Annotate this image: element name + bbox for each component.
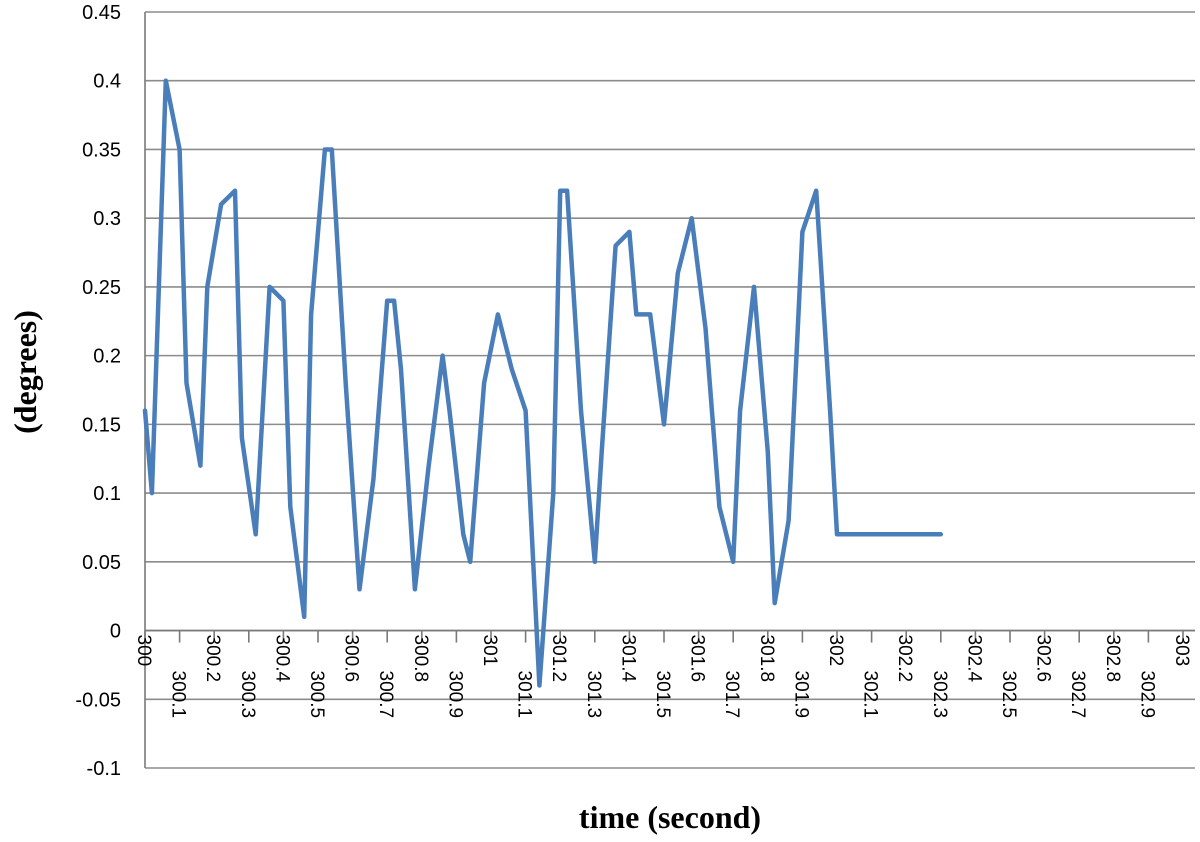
y-tick-label: 0: [110, 621, 121, 643]
x-tick-label: 300.9: [444, 671, 465, 719]
axes: [144, 12, 1195, 768]
x-tick-label: 303: [1171, 635, 1192, 667]
x-tick-label: 302.9: [1136, 671, 1157, 719]
x-tick-labels: 300 300.1 300.2 300.3 300.4 300.5 300.6 300.7 30…: [133, 635, 1192, 719]
y-tick-labels: -0.1 -0.05 0 0.05 0.1 0.15 0.2 0.25 0.3 0.35 0.4 0.…: [75, 2, 121, 780]
x-tick-label: 302.2: [894, 635, 915, 683]
y-tick-label: 0.1: [93, 483, 121, 505]
series-line: [142, 78, 944, 688]
x-tick-label: 301: [479, 635, 500, 667]
y-tick-label: -0.05: [75, 689, 121, 711]
x-tick-label: 301.6: [687, 635, 708, 683]
x-tick-label: 300.2: [202, 635, 223, 683]
x-tick-label: 301.8: [756, 635, 777, 683]
x-tick-label: 302.8: [1102, 635, 1123, 683]
y-axis-label: (degrees): [7, 310, 43, 434]
x-tick-label: 302.4: [963, 635, 984, 683]
y-tick-label: 0.15: [82, 414, 121, 436]
x-tick-label: 301.5: [652, 671, 673, 719]
x-tick-label: 300.3: [237, 671, 258, 719]
x-axis-label: time (second): [579, 799, 761, 835]
y-tick-label: 0.2: [93, 346, 121, 368]
x-tick-label: 300.6: [341, 635, 362, 683]
y-tick-label: -0.1: [87, 758, 121, 780]
x-tick-label: 301.2: [548, 635, 569, 683]
y-tick-label: 0.3: [93, 208, 121, 230]
y-tick-label: 0.35: [82, 139, 121, 161]
x-tick-label: 301.7: [721, 671, 742, 719]
y-tick-label: 0.25: [82, 277, 121, 299]
x-tick-label: 302: [825, 635, 846, 667]
x-tick-label: 300.7: [375, 671, 396, 719]
x-tick-label: 302.3: [929, 671, 950, 719]
x-tick-label: 301.4: [617, 635, 638, 683]
x-tick-label: 300: [133, 635, 154, 667]
series-layer: [142, 78, 944, 688]
y-tick-label: 0.45: [82, 2, 121, 24]
x-tick-label: 302.5: [998, 671, 1019, 719]
x-tick-label: 301.3: [583, 671, 604, 719]
x-tick-label: 300.4: [271, 635, 292, 683]
x-tick-label: 302.6: [1033, 635, 1054, 683]
x-tick-label: 300.5: [306, 671, 327, 719]
x-tick-label: 302.1: [860, 671, 881, 719]
x-tick-label: 302.7: [1067, 671, 1088, 719]
x-tick-label: 300.8: [410, 635, 431, 683]
x-tick-label: 300.1: [168, 671, 189, 719]
y-tick-label: 0.4: [93, 71, 121, 93]
y-tick-label: 0.05: [82, 552, 121, 574]
x-tick-label: 301.1: [514, 671, 535, 719]
x-tick-label: 301.9: [790, 671, 811, 719]
